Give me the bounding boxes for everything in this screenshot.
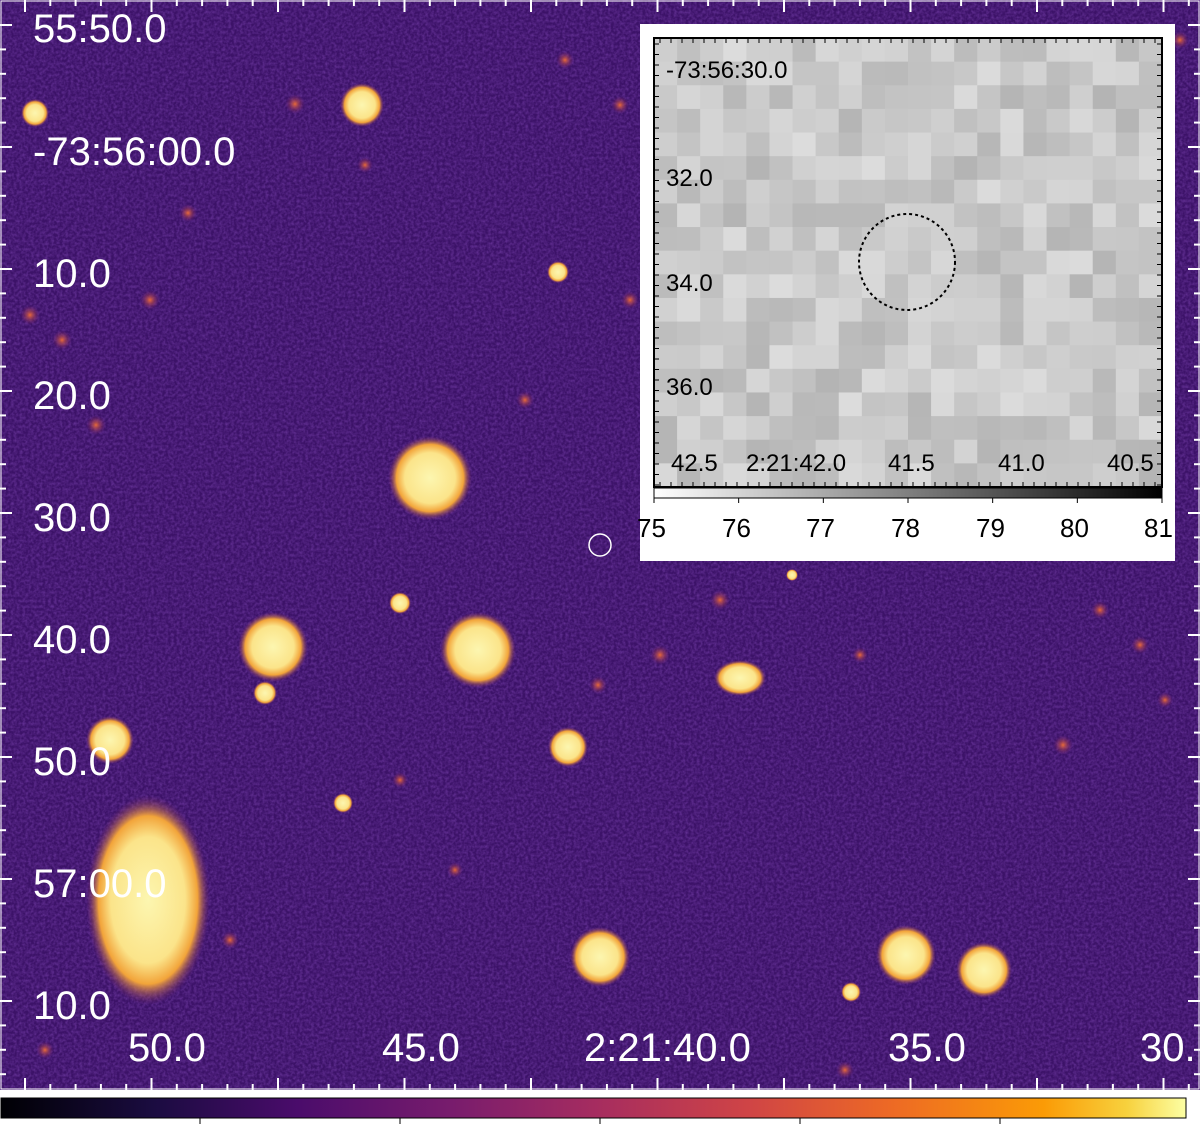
inset-cbar-label-4: 79 <box>976 513 1005 543</box>
inset-cbar-label-6: 81 <box>1144 513 1173 543</box>
ra-label-2: 2:21:40.0 <box>584 1026 751 1070</box>
ra-label-3: 35.0 <box>888 1026 966 1070</box>
inset-dec-label-2: 34.0 <box>666 270 713 297</box>
ra-label-4: 30. <box>1140 1026 1196 1070</box>
dec-label-1: -73:56:00.0 <box>33 130 236 174</box>
main-colorbar-gradient <box>0 1097 1187 1119</box>
image-frame <box>0 0 1200 1090</box>
inset-frame <box>653 37 1163 488</box>
inset-dec-label-1: 32.0 <box>666 165 713 192</box>
dec-label-6: 50.0 <box>33 740 111 784</box>
inset-ra-label-0: 42.5 <box>671 450 718 477</box>
inset-panel: -73:56:30.0 32.0 34.0 36.0 42.5 2:21:42.… <box>637 24 1175 561</box>
inset-colorbar-ticks <box>653 498 1163 503</box>
inset-dec-label-3: 36.0 <box>666 374 713 401</box>
inset-cbar-label-5: 80 <box>1060 513 1089 543</box>
inset-colorbar <box>653 487 1163 499</box>
dec-label-0: 55:50.0 <box>33 7 167 51</box>
inset-aperture-circle <box>858 213 956 311</box>
inset-ra-label-1: 2:21:42.0 <box>746 450 847 477</box>
inset-axis-ticks <box>654 38 1162 487</box>
dec-label-5: 40.0 <box>33 618 111 662</box>
dec-label-7: 57:00.0 <box>33 862 167 906</box>
inset-ra-label-4: 40.5 <box>1107 450 1154 477</box>
target-marker <box>588 533 612 557</box>
ra-label-1: 45.0 <box>382 1026 460 1070</box>
dec-label-2: 10.0 <box>33 252 111 296</box>
dec-label-3: 20.0 <box>33 374 111 418</box>
inset-cbar-label-0: 75 <box>637 513 666 543</box>
inset-ra-label-2: 41.5 <box>888 450 935 477</box>
dec-label-8: 10.0 <box>33 984 111 1028</box>
main-colorbar-ticks <box>199 1118 1001 1124</box>
inset-ra-label-3: 41.0 <box>998 450 1045 477</box>
inset-dec-label-0: -73:56:30.0 <box>666 57 788 84</box>
dec-label-4: 30.0 <box>33 496 111 540</box>
inset-cbar-label-1: 76 <box>722 513 751 543</box>
ra-label-0: 50.0 <box>128 1026 206 1070</box>
inset-cbar-label-2: 77 <box>806 513 835 543</box>
faint-sources <box>20 31 1189 1079</box>
bright-sources <box>21 83 1012 1005</box>
inset-image <box>653 37 1163 503</box>
main-colorbar <box>0 1097 1187 1124</box>
inset-pixel-grid <box>654 38 1163 488</box>
inset-cbar-label-3: 78 <box>891 513 920 543</box>
